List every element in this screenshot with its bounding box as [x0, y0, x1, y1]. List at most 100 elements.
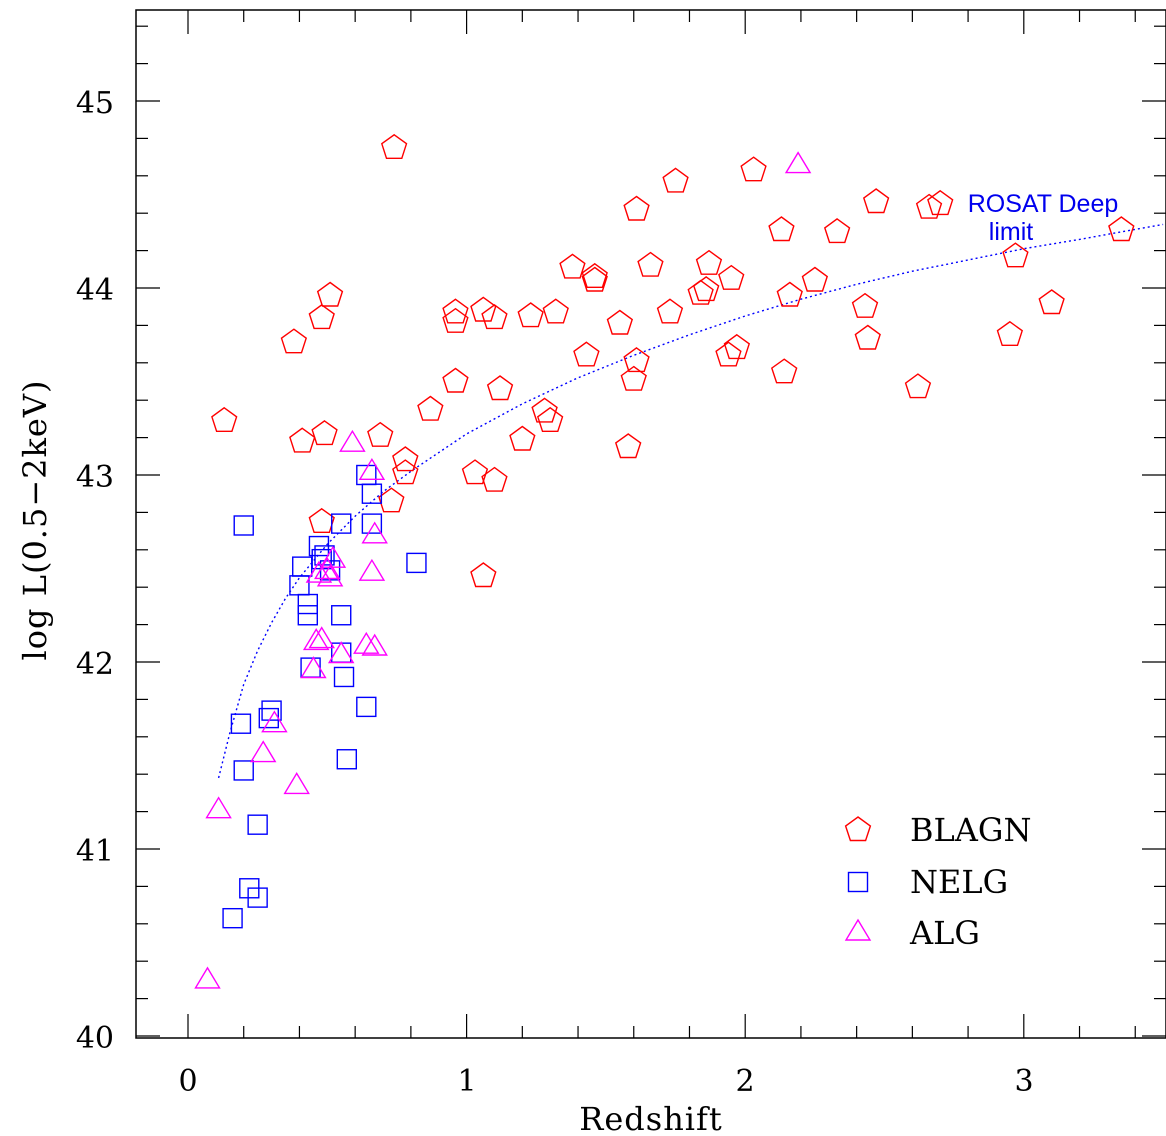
alg-point: [327, 641, 355, 664]
nelg-point: [297, 605, 318, 626]
blagn-point: [623, 195, 650, 221]
y-tick-label-45: 45: [76, 86, 114, 121]
nelg-point: [297, 593, 318, 615]
blagn-point: [770, 358, 798, 384]
alg-point: [194, 966, 221, 989]
legend-label-blagn: BLAGN: [910, 811, 1031, 849]
alg-point: [305, 560, 333, 583]
x-tick-label-2: 2: [735, 1064, 754, 1099]
y-tick-label-42: 42: [76, 647, 114, 682]
alg-point: [314, 557, 341, 580]
blagn-point: [768, 216, 795, 242]
blagn-point: [718, 264, 745, 290]
legend-marker-nelg: [847, 871, 869, 893]
blagn-point: [692, 276, 720, 302]
blagn-point: [470, 562, 497, 588]
axis-ticks: [136, 10, 1166, 1038]
blagn-point: [1108, 216, 1135, 242]
y-tick-label-41: 41: [76, 834, 114, 869]
blagn-point: [915, 193, 943, 219]
nelg-point: [230, 713, 252, 734]
blagn-point: [367, 421, 394, 447]
nelg-point: [247, 814, 268, 835]
nelg-point: [406, 552, 427, 574]
blagn-point: [801, 266, 829, 292]
blagn-point: [1002, 242, 1029, 268]
rosat-deep-limit-curve: [217, 223, 1164, 779]
blagn-point: [740, 156, 767, 182]
alg-point: [319, 545, 347, 568]
blagn-point: [481, 466, 508, 492]
y-tick-label-44: 44: [76, 273, 114, 308]
blagn-point: [606, 309, 634, 335]
blagn-point: [854, 324, 881, 350]
annotation-line-1: ROSAT Deep: [968, 190, 1119, 218]
annotation-line-2: limit: [989, 218, 1033, 246]
blagn-point: [461, 459, 489, 485]
nelg-point: [233, 515, 254, 536]
blagn-point: [442, 367, 469, 393]
y-axis-title: log L(0.5−2keV): [16, 380, 54, 661]
blagn-point: [851, 292, 879, 318]
blagn-point: [531, 397, 558, 423]
x-tick-label-1: 1: [457, 1064, 476, 1099]
blagn-point: [927, 189, 954, 216]
x-tick-label-3: 3: [1014, 1064, 1033, 1099]
x-axis-title: Redshift: [579, 1100, 722, 1136]
blagn-point: [536, 406, 564, 432]
blagn-point: [380, 133, 408, 160]
alg-point: [261, 710, 288, 733]
alg-point: [205, 796, 232, 819]
legend-marker-blagn: [844, 816, 872, 842]
nelg-point: [361, 513, 383, 534]
blagn-point: [289, 427, 316, 453]
blagn-point: [581, 266, 608, 292]
blagn-point: [996, 320, 1024, 346]
nelg-point: [331, 513, 352, 534]
blagn-point: [656, 298, 684, 324]
nelg-point: [233, 760, 254, 781]
alg-point: [302, 628, 330, 651]
alg-point: [339, 429, 366, 452]
blagn-point: [559, 253, 586, 279]
nelg-point: [336, 749, 358, 770]
alg-point: [316, 564, 344, 587]
plot-frame: [135, 9, 1166, 1039]
blagn-point: [581, 262, 608, 288]
blagn-point: [662, 167, 689, 193]
blagn-point: [509, 425, 536, 451]
blagn-point: [211, 406, 238, 432]
nelg-point: [261, 700, 282, 721]
blagn-point: [904, 373, 932, 399]
blagn-point: [481, 304, 508, 330]
nelg-point: [356, 696, 377, 718]
blagn-point: [316, 281, 344, 307]
blagn-point: [862, 188, 890, 214]
blagn-point: [620, 365, 647, 391]
blagn-point: [311, 420, 338, 446]
legend-label-alg: ALG: [909, 914, 980, 952]
alg-point: [361, 521, 388, 544]
alg-point: [358, 558, 386, 581]
nelg-point: [292, 556, 313, 577]
alg-point: [353, 631, 380, 654]
legend: BLAGN NELG ALG: [844, 811, 1031, 952]
blagn-point: [392, 459, 419, 485]
alg-point: [249, 740, 277, 763]
legend-symbols: [844, 816, 872, 941]
blagn-point: [442, 307, 469, 333]
x-tick-labels: 0 1 2 3: [178, 1064, 1033, 1099]
blagn-point: [308, 304, 335, 330]
legend-marker-alg: [844, 918, 872, 941]
blagn-point: [623, 347, 650, 373]
legend-label-nelg: NELG: [910, 863, 1008, 901]
nelg-point: [247, 887, 268, 908]
blagn-point: [723, 333, 751, 360]
x-tick-label-0: 0: [178, 1064, 197, 1099]
blagn-point: [823, 218, 851, 244]
blagn-point: [687, 279, 714, 305]
blagn-point: [1038, 289, 1065, 315]
blagn-point: [308, 507, 335, 533]
blagn-point: [280, 328, 308, 354]
